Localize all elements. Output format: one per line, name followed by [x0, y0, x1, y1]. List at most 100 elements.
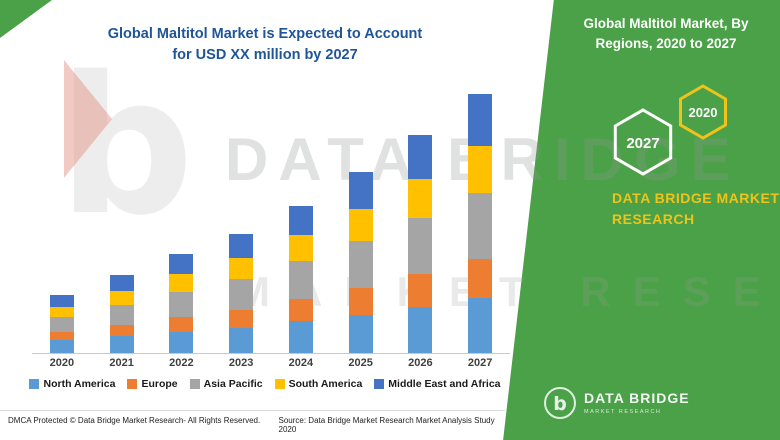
bar-segment-europe [109, 324, 134, 337]
bar-segment-south-america [49, 306, 74, 318]
bar-segment-europe [468, 259, 493, 299]
dmca-notice: DMCA Protected © Data Bridge Market Rese… [8, 416, 261, 425]
bar-segment-south-america [169, 273, 194, 292]
legend-item: North America [29, 378, 115, 390]
legend-label: South America [288, 378, 363, 390]
watermark-text-line2: MARKET RESEARCH [235, 268, 780, 315]
hexagon-2027-outline [613, 108, 673, 176]
x-tick-label: 2025 [348, 357, 373, 369]
hexagon-graphic: 2020 2027 [613, 84, 727, 176]
chart: Global Maltitol Market is Expected to Ac… [10, 16, 520, 416]
legend-item: Europe [127, 378, 178, 390]
bar-segment-middle-east-and-africa [49, 295, 74, 307]
bar-segment-asia-pacific [109, 304, 134, 325]
legend-item: Asia Pacific [189, 378, 263, 390]
bar-segment-north-america [288, 321, 313, 353]
bar-segment-north-america [348, 315, 373, 353]
bar-segment-asia-pacific [229, 279, 254, 310]
footer: DMCA Protected © Data Bridge Market Rese… [0, 410, 505, 440]
legend-label: Middle East and Africa [388, 378, 501, 390]
brand-text: DATA BRIDGE MARKET RESEARCH [612, 190, 780, 227]
bar-segment-middle-east-and-africa [468, 93, 493, 147]
bar-segment-middle-east-and-africa [348, 171, 373, 209]
bar-2023 [211, 78, 271, 353]
bar-segment-asia-pacific [169, 291, 194, 318]
svg-text:b: b [553, 393, 567, 415]
bar-segment-middle-east-and-africa [109, 275, 134, 291]
bar-segment-asia-pacific [408, 218, 433, 274]
source-note: Source: Data Bridge Market Research Mark… [278, 416, 495, 434]
bar-segment-middle-east-and-africa [408, 134, 433, 180]
watermark-b-letter: b [58, 36, 195, 257]
bar-segment-europe [169, 317, 194, 332]
x-tick-label: 2022 [169, 357, 194, 369]
chart-title-line1: Global Maltitol Market is Expected to Ac… [107, 26, 423, 42]
bar-segment-south-america [109, 290, 134, 305]
bar-2025 [331, 78, 391, 353]
bar-2021 [92, 78, 152, 353]
legend-label: Europe [141, 378, 178, 390]
bar-segment-europe [288, 299, 313, 322]
bar-segment-south-america [408, 179, 433, 219]
bar-segment-asia-pacific [288, 261, 313, 300]
bar-segment-asia-pacific [49, 317, 74, 333]
legend-label: North America [43, 378, 116, 390]
x-tick-label: 2024 [288, 357, 314, 369]
legend-swatch [189, 379, 200, 389]
bar-segment-north-america [49, 340, 74, 353]
x-tick-label: 2027 [467, 357, 493, 369]
dbmr-logo-watermark: b [58, 52, 218, 242]
chart-title-line2: for USD XX million by 2027 [172, 47, 358, 64]
bar-segment-europe [408, 273, 433, 307]
bar-segment-middle-east-and-africa [288, 205, 313, 236]
x-tick-label: 2026 [408, 357, 433, 369]
bar-segment-europe [49, 332, 74, 341]
bar-segment-north-america [109, 336, 134, 353]
x-tick-label: 2021 [109, 357, 134, 369]
bar-segment-europe [348, 287, 373, 316]
x-axis: 2020 2021 2022 2023 2024 2025 2026 2027 [32, 357, 510, 369]
x-tick-label: 2020 [49, 357, 75, 369]
legend-item: Middle East and Africa [374, 378, 501, 390]
hexagon-2020-label: 2020 [689, 105, 718, 120]
footer-logo: b DATA BRIDGE MARKET RESEARCH [543, 386, 690, 420]
data-bridge-logo-icon: b [544, 387, 576, 419]
bar-segment-north-america [468, 298, 493, 353]
bar-segment-north-america [169, 331, 194, 353]
panel-title: Global Maltitol Market, By Regions, 2020… [583, 16, 749, 52]
legend-label: Asia Pacific [203, 378, 263, 390]
hexagon-2027-label: 2027 [626, 135, 659, 152]
legend-swatch [127, 379, 138, 389]
bar-segment-asia-pacific [468, 192, 493, 260]
bar-segment-north-america [408, 306, 433, 353]
bar-segment-south-america [288, 235, 313, 262]
legend-item: South America [274, 378, 363, 390]
bar-segment-south-america [348, 208, 373, 242]
bar-2022 [152, 78, 212, 353]
legend-swatch [29, 379, 40, 389]
bar-segment-middle-east-and-africa [229, 233, 254, 259]
bar-2027 [450, 78, 510, 353]
bar-segment-asia-pacific [348, 241, 373, 288]
bar-segment-south-america [468, 146, 493, 193]
bar-segment-middle-east-and-africa [169, 253, 194, 274]
x-tick-label: 2023 [228, 357, 254, 369]
hexagon-badges: 2020 2027 [598, 80, 748, 200]
bar-segment-europe [229, 309, 254, 328]
logo-tagline: MARKET RESEARCH [584, 408, 662, 415]
bar-segment-north-america [229, 327, 254, 353]
bar-segment-south-america [229, 258, 254, 280]
chart-title: Global Maltitol Market is Expected to Ac… [10, 24, 520, 66]
hexagon-2020-outline [679, 84, 727, 140]
bar-2024 [271, 78, 331, 353]
legend: North America Europe Asia Pacific South Ame… [10, 378, 520, 390]
legend-swatch [274, 379, 285, 389]
legend-swatch [374, 379, 385, 389]
plot-area [32, 78, 510, 354]
bar-2020 [32, 78, 92, 353]
logo-text: DATA BRIDGE MARKET RESEARCH [584, 390, 690, 415]
bar-2026 [391, 78, 451, 353]
logo-name: DATA BRIDGE [584, 390, 690, 407]
